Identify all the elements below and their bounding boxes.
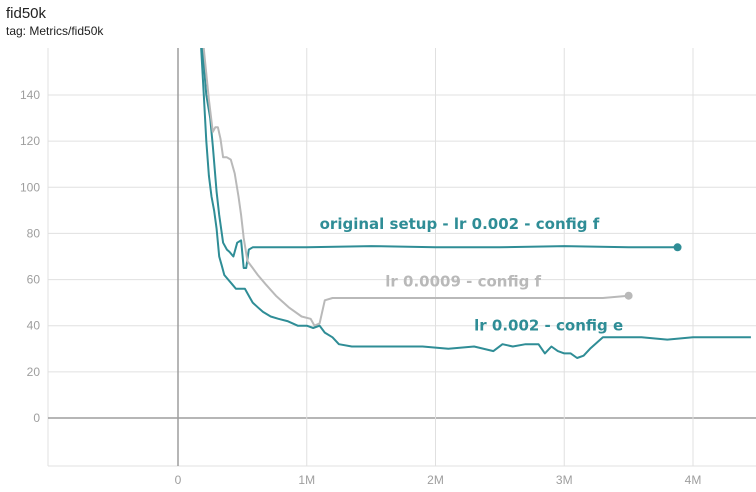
series-layer bbox=[200, 48, 751, 359]
grid-layer bbox=[47, 48, 756, 467]
chart-title: fid50k bbox=[6, 5, 47, 22]
y-tick-label: 100 bbox=[20, 180, 40, 194]
series-annotation-3: lr 0.002 - config e bbox=[474, 316, 623, 334]
annotation-layer: original setup - lr 0.002 - config f lr 0… bbox=[320, 215, 624, 335]
series-line-3 bbox=[200, 48, 751, 359]
y-tick-label: 0 bbox=[33, 411, 40, 425]
y-tick-label: 120 bbox=[20, 134, 40, 148]
series-end-marker-2 bbox=[624, 291, 633, 300]
y-tick-label: 20 bbox=[27, 365, 41, 379]
y-tick-label: 80 bbox=[27, 226, 41, 240]
series-annotation-1: original setup - lr 0.002 - config f bbox=[320, 215, 600, 233]
series-annotation-2: lr 0.0009 - config f bbox=[385, 272, 541, 290]
x-tick-label: 4M bbox=[685, 473, 702, 487]
x-tick-label: 3M bbox=[556, 473, 573, 487]
tick-layer: 0 20 40 60 80 100 120 140 0 1M 2M 3M 4M bbox=[20, 88, 701, 487]
y-tick-label: 40 bbox=[27, 319, 41, 333]
series-line-2 bbox=[202, 48, 629, 327]
x-tick-label: 1M bbox=[298, 473, 315, 487]
chart-tag: tag: Metrics/fid50k bbox=[6, 24, 104, 38]
series-end-marker-1 bbox=[673, 243, 682, 252]
x-tick-label: 0 bbox=[175, 473, 182, 487]
y-tick-label: 60 bbox=[27, 273, 41, 287]
series-line-1 bbox=[201, 48, 678, 269]
y-tick-label: 140 bbox=[20, 88, 40, 102]
x-tick-label: 2M bbox=[427, 473, 444, 487]
